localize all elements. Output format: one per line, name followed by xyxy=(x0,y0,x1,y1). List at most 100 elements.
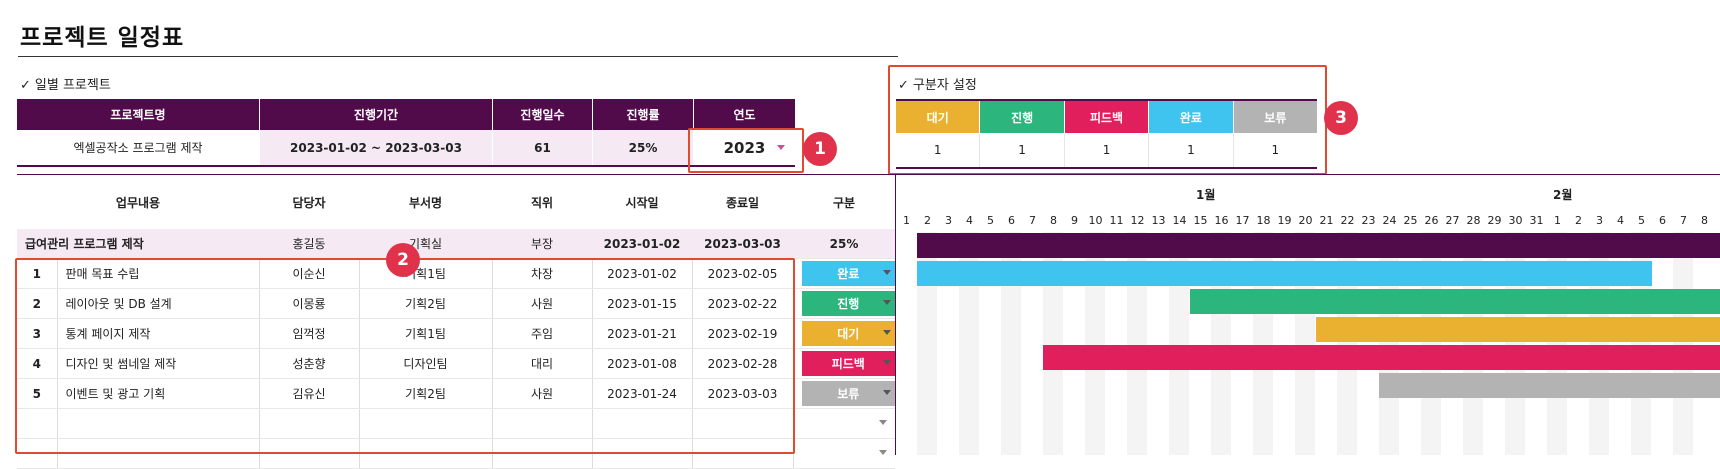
row-number: 4 xyxy=(17,348,58,379)
chevron-down-icon[interactable] xyxy=(777,145,785,150)
chevron-down-icon[interactable] xyxy=(883,390,892,395)
category-table: 대기 진행 피드백 완료 보류 1 1 1 1 1 xyxy=(896,99,1318,169)
gantt-day-column xyxy=(1421,232,1441,455)
summary-dept: 기획실 xyxy=(359,229,493,259)
status-dropdown[interactable]: 피드백 xyxy=(801,351,896,376)
gantt-day-label: 16 xyxy=(1214,214,1229,227)
chevron-down-icon[interactable] xyxy=(883,360,892,365)
gantt-day-label: 20 xyxy=(1298,214,1313,227)
category-counts-row: 1 1 1 1 1 xyxy=(896,133,1317,169)
owner: 성춘향 xyxy=(259,348,360,379)
category-count: 1 xyxy=(896,133,981,167)
dept: 기획2팀 xyxy=(359,378,493,409)
gantt-day-column xyxy=(1442,232,1462,455)
gantt-day-label: 4 xyxy=(966,214,973,227)
gantt-day-column xyxy=(1694,232,1714,455)
status-label: 완료 xyxy=(837,267,860,281)
empty-cell xyxy=(692,408,794,439)
summary-end: 2023-03-03 xyxy=(692,229,794,259)
gantt-day-column xyxy=(1379,232,1399,455)
empty-cell xyxy=(359,408,493,439)
year-dropdown[interactable]: 2023 xyxy=(694,130,795,165)
gantt-day-column xyxy=(1064,232,1084,455)
start-date: 2023-01-21 xyxy=(592,318,693,349)
start-date: 2023-01-24 xyxy=(592,378,693,409)
gantt-day-label: 7 xyxy=(1029,214,1036,227)
category-label-waiting: 대기 xyxy=(896,101,981,133)
chevron-down-icon[interactable] xyxy=(883,330,892,335)
gantt-day-column xyxy=(917,232,937,455)
gantt-day-label: 1 xyxy=(903,214,910,227)
start-date: 2023-01-02 xyxy=(592,258,693,289)
status-cell[interactable]: 완료 xyxy=(793,258,896,289)
chevron-down-icon[interactable] xyxy=(879,450,888,455)
end-date: 2023-02-28 xyxy=(692,348,794,379)
status-dropdown[interactable]: 진행 xyxy=(801,291,896,316)
empty-row xyxy=(17,408,896,439)
status-cell[interactable]: 진행 xyxy=(793,288,896,319)
gantt-day-column xyxy=(1169,232,1189,455)
gantt-day-label: 28 xyxy=(1466,214,1481,227)
gantt-day-label: 2 xyxy=(924,214,931,227)
task-name: 이벤트 및 광고 기획 xyxy=(57,378,260,409)
gantt-day-column xyxy=(1526,232,1546,455)
gantt-day-label: 10 xyxy=(1088,214,1103,227)
dept: 기획2팀 xyxy=(359,288,493,319)
project-table-header: 프로젝트명 진행기간 진행일수 진행률 연도 xyxy=(17,99,795,130)
gantt-day-label: 17 xyxy=(1235,214,1250,227)
month-label-jan: 1월 xyxy=(1196,188,1216,202)
section-project-label: ✓ 일별 프로젝트 xyxy=(20,78,111,93)
end-date: 2023-02-05 xyxy=(692,258,794,289)
gantt-day-column xyxy=(938,232,958,455)
project-days: 61 xyxy=(493,130,592,165)
gantt-day-column xyxy=(896,232,916,455)
gantt-summary-bar xyxy=(917,233,1720,258)
chevron-down-icon[interactable] xyxy=(883,270,892,275)
row-number: 2 xyxy=(17,288,58,319)
end-date: 2023-03-03 xyxy=(692,378,794,409)
gantt-day-label: 30 xyxy=(1508,214,1523,227)
status-cell[interactable]: 피드백 xyxy=(793,348,896,379)
gantt-day-label: 25 xyxy=(1403,214,1418,227)
gantt-day-label: 23 xyxy=(1361,214,1376,227)
start-date: 2023-01-08 xyxy=(592,348,693,379)
empty-cell xyxy=(17,408,58,439)
gantt-day-column xyxy=(1148,232,1168,455)
chevron-down-icon[interactable] xyxy=(883,300,892,305)
project-progress: 25% xyxy=(593,130,693,165)
start-date: 2023-01-15 xyxy=(592,288,693,319)
gantt-day-column xyxy=(1211,232,1231,455)
status-dropdown[interactable]: 완료 xyxy=(801,261,896,286)
gantt-day-label: 21 xyxy=(1319,214,1334,227)
gantt-left-rule xyxy=(895,174,896,455)
dept: 기획1팀 xyxy=(359,318,493,349)
status-dropdown[interactable]: 보류 xyxy=(801,381,896,406)
gantt-day-column xyxy=(1484,232,1504,455)
empty-cell xyxy=(793,408,896,439)
position: 사원 xyxy=(492,378,593,409)
gantt-day-label: 5 xyxy=(987,214,994,227)
gantt-day-column xyxy=(1610,232,1630,455)
chevron-down-icon[interactable] xyxy=(879,420,888,425)
annotation-badge-2: 2 xyxy=(386,243,420,277)
status-cell[interactable]: 보류 xyxy=(793,378,896,409)
header-end: 종료일 xyxy=(725,195,760,210)
gantt-day-label: 31 xyxy=(1529,214,1544,227)
status-dropdown[interactable]: 대기 xyxy=(801,321,896,346)
gantt-day-column xyxy=(1295,232,1315,455)
gantt-day-label: 18 xyxy=(1256,214,1271,227)
title-divider xyxy=(18,56,898,57)
annotation-box-3 xyxy=(888,65,1327,175)
position: 주임 xyxy=(492,318,593,349)
dept: 디자인팀 xyxy=(359,348,493,379)
status-cell[interactable]: 대기 xyxy=(793,318,896,349)
check-icon: ✓ xyxy=(898,78,909,93)
category-labels-row: 대기 진행 피드백 완료 보류 xyxy=(896,101,1318,133)
gantt-day-column xyxy=(1022,232,1042,455)
gantt-bar xyxy=(1379,373,1720,398)
gantt-day-column xyxy=(1337,232,1357,455)
summary-owner: 홍길동 xyxy=(259,229,360,259)
empty-cell xyxy=(592,408,693,439)
gantt-day-column xyxy=(1358,232,1378,455)
gantt-day-label: 26 xyxy=(1424,214,1439,227)
